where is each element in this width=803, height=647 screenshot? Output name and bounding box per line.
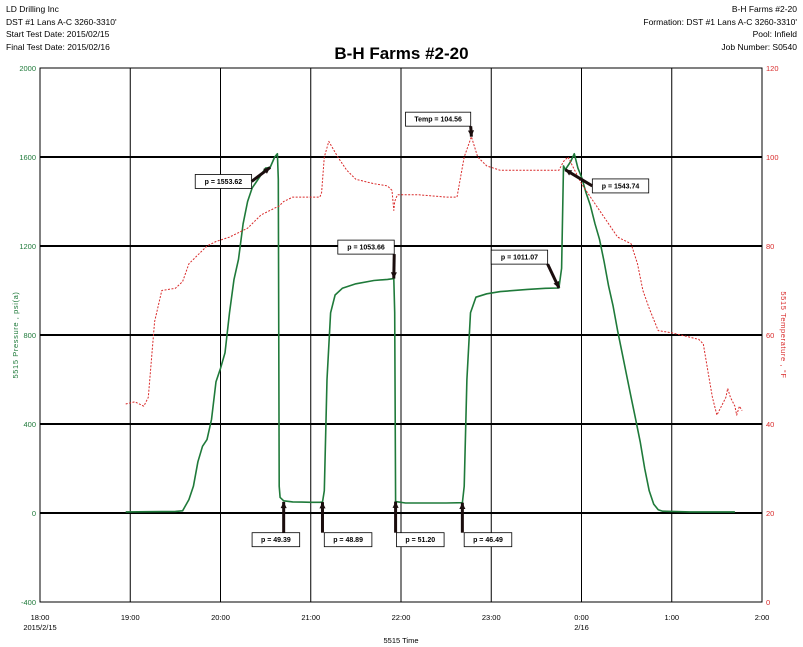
temperature-series-line [125, 136, 743, 416]
annotation-label: p = 1053.66 [347, 245, 385, 252]
y-tick-label-temperature: 20 [766, 509, 774, 518]
x-tick-label: 0:00 [574, 613, 589, 622]
y-tick-label-pressure: 800 [23, 331, 36, 340]
annotation-box [251, 532, 301, 548]
x-tick-label: 1:00 [664, 613, 679, 622]
x-date-label: 2015/2/15 [23, 623, 56, 632]
y-tick-label-temperature: 60 [766, 331, 774, 340]
annotation-arrowhead [553, 281, 560, 289]
annotation-label: p = 1543.74 [602, 183, 640, 190]
y-tick-label-temperature: 100 [766, 153, 779, 162]
y-tick-label-pressure: 400 [23, 420, 36, 429]
header-left: LD Drilling Inc DST #1 Lans A-C 3260-331… [6, 3, 117, 53]
dst-info: DST #1 Lans A-C 3260-3310' [6, 16, 117, 27]
formation-info: Formation: DST #1 Lans A-C 3260-3310' [643, 16, 797, 27]
x-tick-label: 2:00 [755, 613, 770, 622]
x-axis-label: 5515 Time [383, 636, 418, 645]
x-tick-label: 23:00 [482, 613, 501, 622]
y-tick-label-pressure: 0 [32, 509, 36, 518]
annotation-arrowhead [565, 169, 573, 176]
x-tick-label: 18:00 [31, 613, 50, 622]
x-date-label: 2/16 [574, 623, 589, 632]
y-tick-label-temperature: 0 [766, 598, 770, 607]
annotation-label: p = 1011.07 [501, 255, 538, 262]
x-tick-label: 22:00 [392, 613, 411, 622]
annotation-arrowhead [467, 130, 475, 137]
annotation-arrowhead [319, 502, 326, 509]
annotation-arrowhead [390, 272, 397, 279]
chart-title: B-H Farms #2-20 [334, 44, 469, 63]
annotation-label: p = 49.39 [261, 537, 291, 544]
y-tick-label-pressure: -400 [21, 598, 36, 607]
annotation-label: p = 51.20 [405, 537, 435, 544]
y-tick-label-temperature: 120 [766, 64, 779, 73]
annotation-box [337, 239, 395, 255]
y-axis-label-pressure: 5515 Pressure , psi(a) [11, 292, 20, 379]
pressure-series-line [125, 152, 735, 513]
annotation-box [396, 532, 445, 548]
annotation-box [405, 111, 472, 127]
y-tick-label-pressure: 1200 [19, 242, 36, 251]
company-name: LD Drilling Inc [6, 4, 59, 14]
annotation-label: p = 48.89 [333, 537, 363, 544]
annotation-arrowhead [459, 502, 466, 509]
y-axis-label-temperature: 5515 Temperature , °F [779, 291, 788, 378]
y-tick-label-pressure: 1600 [19, 153, 36, 162]
annotation-box [463, 532, 513, 548]
y-tick-label-temperature: 80 [766, 242, 774, 251]
y-tick-label-temperature: 40 [766, 420, 774, 429]
x-tick-label: 19:00 [121, 613, 140, 622]
annotation-label: p = 1553.62 [205, 179, 243, 186]
final-test-date: Final Test Date: 2015/02/16 [6, 41, 110, 52]
header-right: B-H Farms #2-20 Formation: DST #1 Lans A… [643, 3, 797, 53]
y-tick-label-pressure: 2000 [19, 64, 36, 73]
x-tick-label: 20:00 [211, 613, 230, 622]
annotation-arrowhead [392, 501, 399, 508]
annotation-arrowhead [263, 167, 271, 174]
annotation-arrowhead [280, 501, 287, 509]
x-tick-label: 21:00 [301, 613, 320, 622]
well-name: B-H Farms #2-20 [731, 4, 797, 14]
start-test-date: Start Test Date: 2015/02/15 [6, 29, 110, 39]
annotation-label: Temp = 104.56 [414, 117, 462, 124]
annotation-label: p = 46.49 [473, 537, 503, 544]
annotation-box [323, 532, 373, 548]
job-number: Job Number: S0540 [721, 41, 797, 52]
annotation-box [490, 249, 549, 265]
pool-info: Pool: Infield [752, 29, 797, 39]
